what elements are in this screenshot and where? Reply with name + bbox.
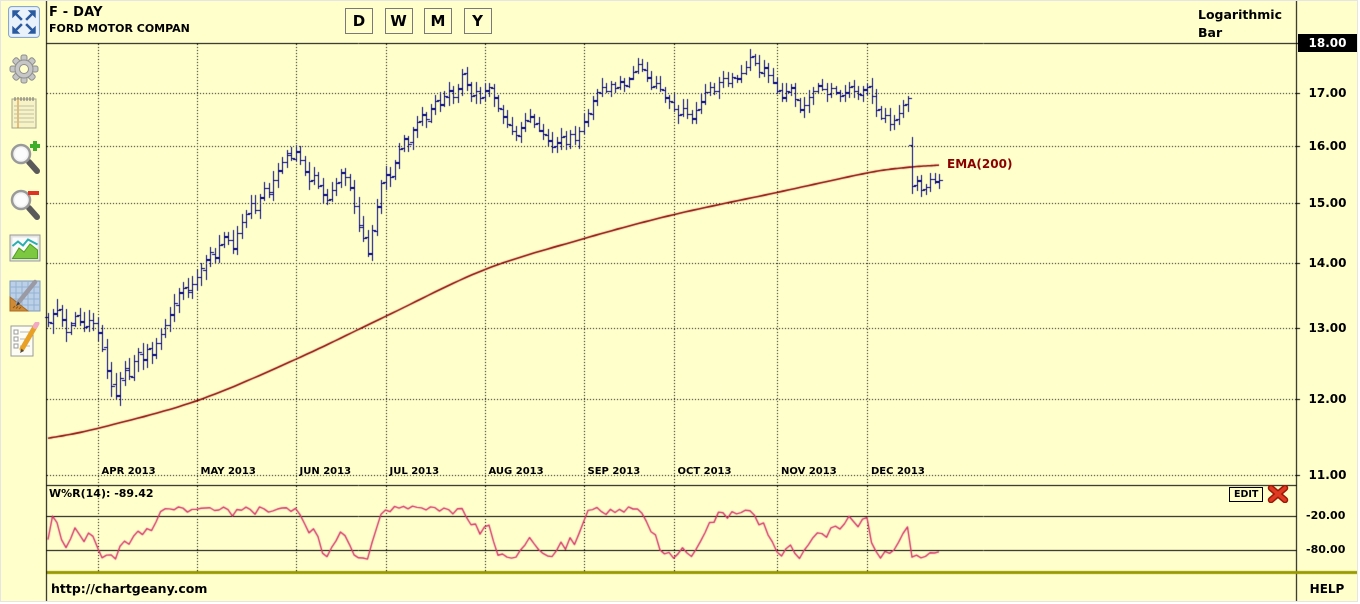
timeframe-button-d[interactable]: D	[345, 8, 373, 34]
help-button[interactable]: HELP	[1309, 582, 1345, 596]
month-label: APR 2013	[101, 466, 156, 477]
expand-icon[interactable]	[8, 6, 40, 40]
price-axis-label: 14.00	[1308, 256, 1347, 271]
timeframe-button-m[interactable]: M	[424, 8, 452, 34]
chart-style-icon[interactable]	[8, 231, 41, 265]
indicator-close-icon[interactable]	[1267, 484, 1289, 504]
timeframe-button-w[interactable]: W	[384, 8, 413, 34]
zoom-out-icon[interactable]	[8, 186, 40, 220]
month-label: MAY 2013	[200, 466, 256, 477]
month-label: AUG 2013	[488, 466, 544, 477]
settings-gear-icon[interactable]	[8, 52, 40, 86]
month-label: JUN 2013	[299, 466, 352, 477]
price-axis-label: 15.00	[1308, 195, 1347, 210]
price-axis-label: 18.00	[1298, 34, 1357, 52]
month-label: NOV 2013	[781, 466, 837, 477]
month-label: SEP 2013	[587, 466, 641, 477]
month-label: JUL 2013	[389, 466, 440, 477]
edit-objects-icon[interactable]	[8, 321, 40, 357]
month-label: OCT 2013	[677, 466, 732, 477]
notes-icon[interactable]	[8, 95, 40, 129]
chart-type-label: Bar	[1198, 25, 1223, 40]
month-label: DEC 2013	[871, 466, 925, 477]
indicator-level-label: -20.00	[1306, 509, 1346, 523]
indicator-edit-button[interactable]: EDIT	[1229, 487, 1264, 502]
timeframe-button-y[interactable]: Y	[463, 8, 492, 34]
zoom-in-icon[interactable]	[8, 140, 40, 174]
price-axis-label: 12.00	[1308, 391, 1347, 406]
ema-line-label: EMA(200)	[947, 157, 1013, 172]
indicator-level-label: -80.00	[1306, 542, 1346, 556]
scale-mode-label: Logarithmic	[1198, 7, 1282, 22]
status-bar-url: http://chartgeany.com	[51, 581, 208, 596]
price-axis-label: 11.00	[1308, 468, 1347, 482]
price-axis-label: 16.00	[1308, 139, 1347, 154]
symbol-title: F - DAY	[49, 5, 103, 20]
company-name: FORD MOTOR COMPAN	[49, 22, 190, 35]
price-axis-label: 13.00	[1308, 321, 1347, 336]
indicator-title: W%R(14): -89.42	[49, 487, 154, 500]
price-axis-label: 17.00	[1308, 86, 1347, 101]
draw-tools-icon[interactable]	[8, 277, 41, 312]
